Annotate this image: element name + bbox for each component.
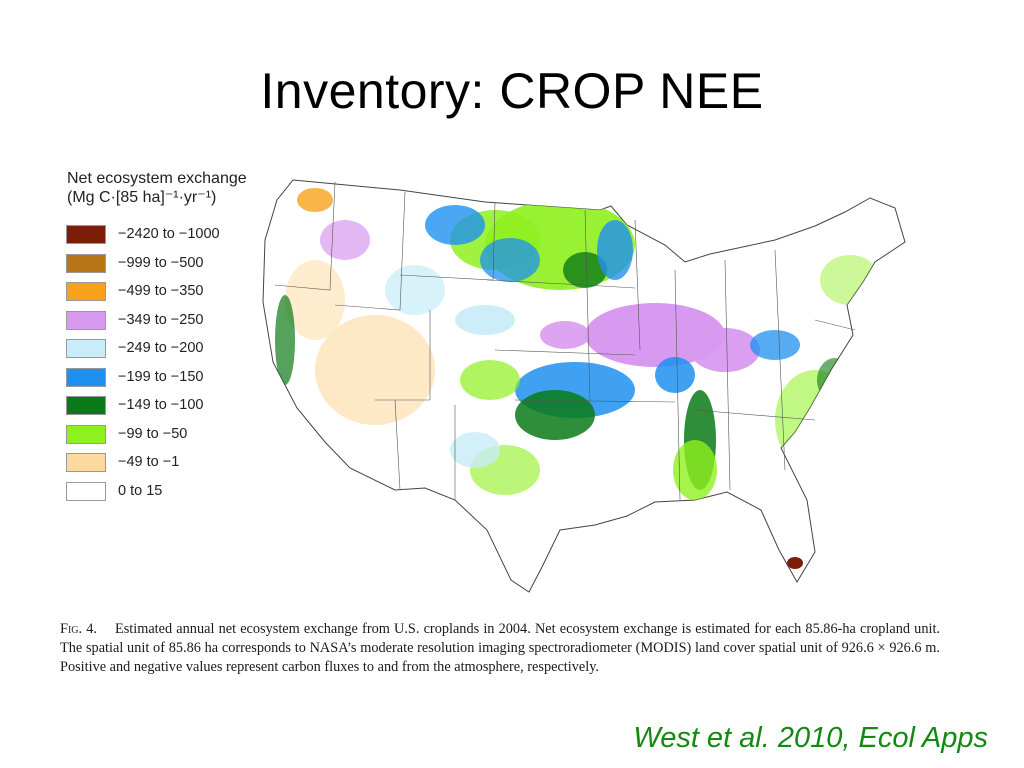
legend-title-line1: Net ecosystem exchange xyxy=(67,170,247,187)
legend-label: −2420 to −1000 xyxy=(118,226,220,242)
legend-label: −99 to −50 xyxy=(118,425,188,442)
figure-caption: Fig. 4. Estimated annual net ecosystem ex… xyxy=(60,620,940,676)
legend-label: −499 to −350 xyxy=(118,283,204,299)
legend-swatch xyxy=(66,339,106,358)
legend-label: −249 to −200 xyxy=(118,340,204,356)
slide-title: Inventory: CROP NEE xyxy=(260,63,764,119)
legend-swatch xyxy=(66,453,106,472)
legend-label: −199 to −150 xyxy=(118,368,204,385)
citation: West et al. 2010, Ecol Apps xyxy=(633,722,988,754)
legend-label: −149 to −100 xyxy=(118,397,204,413)
legend-swatch xyxy=(66,253,106,273)
state-boundaries xyxy=(274,181,856,501)
legend-label: −49 to −1 xyxy=(118,454,180,470)
legend-swatch xyxy=(66,481,106,501)
legend-label: 0 to 15 xyxy=(118,482,163,499)
legend-swatch xyxy=(66,367,106,387)
legend-swatch xyxy=(66,225,106,244)
caption-text: Estimated annual net ecosystem exchange … xyxy=(60,621,940,675)
figure: Net ecosystem exchange (Mg C·[85 ha]⁻¹·y… xyxy=(60,165,950,695)
legend-label: −349 to −250 xyxy=(118,311,204,328)
legend-swatch xyxy=(66,310,106,330)
legend-swatch xyxy=(66,282,106,301)
legend-swatch xyxy=(66,396,106,415)
legend-title: Net ecosystem exchange (Mg C·[85 ha]⁻¹·y… xyxy=(67,169,247,207)
legend-swatch xyxy=(66,424,106,444)
us-cropland-nee-map xyxy=(262,179,906,593)
legend-title-line2: (Mg C·[85 ha]⁻¹·yr⁻¹) xyxy=(67,189,217,206)
legend-label: −999 to −500 xyxy=(118,254,204,271)
caption-label: Fig. 4. xyxy=(60,621,97,637)
